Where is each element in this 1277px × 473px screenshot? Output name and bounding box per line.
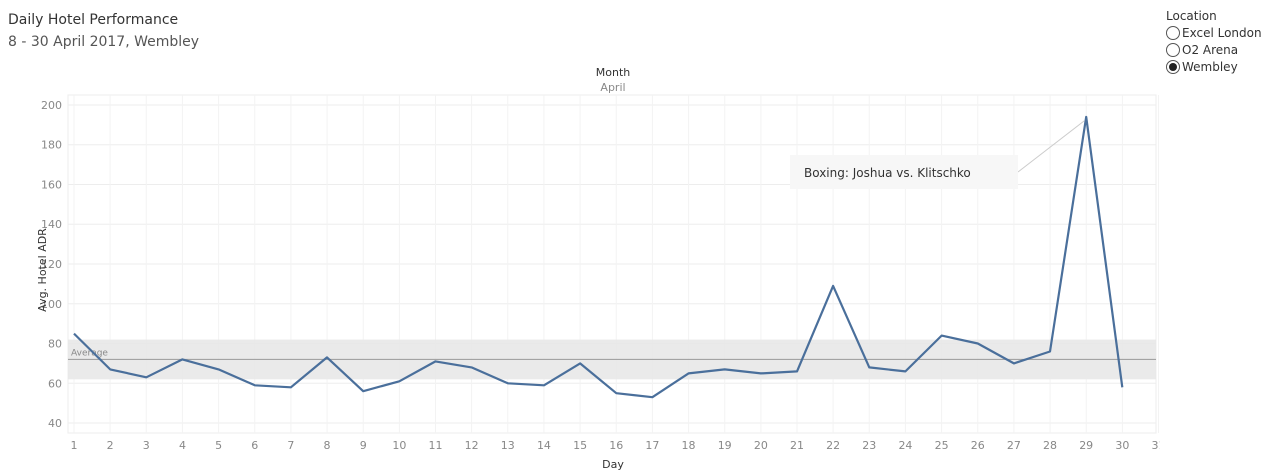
radio-unselected-icon[interactable] bbox=[1166, 25, 1180, 40]
y-tick-label: 60 bbox=[48, 377, 62, 390]
y-tick-label: 180 bbox=[41, 139, 62, 152]
location-option-label: Wembley bbox=[1182, 59, 1238, 74]
x-tick-label: 10 bbox=[392, 439, 406, 452]
gridlines bbox=[67, 94, 1159, 434]
y-axis-title: Avg. Hotel ADR bbox=[36, 228, 49, 312]
y-axis: 40 60 80 100 120 140 160 180 200 bbox=[41, 99, 62, 430]
x-tick-label: 9 bbox=[360, 439, 367, 452]
x-tick-label: 20 bbox=[754, 439, 768, 452]
location-option-wembley[interactable]: Wembley bbox=[1166, 58, 1262, 75]
x-tick-label: 8 bbox=[324, 439, 331, 452]
x-tick-label: 22 bbox=[826, 439, 840, 452]
column-header-title: Month bbox=[596, 66, 631, 79]
average-label: Average bbox=[71, 348, 108, 358]
x-axis: 1 2 3 4 5 6 7 8 9 10 11 12 13 14 15 16 17 18 19 20 21 22 23 24 2… bbox=[71, 439, 1161, 452]
annotation-box bbox=[790, 155, 1018, 189]
x-tick-label: 25 bbox=[935, 439, 949, 452]
chart-subtitle: 8 - 30 April 2017, Wembley bbox=[8, 34, 200, 50]
x-tick-label: 17 bbox=[645, 439, 659, 452]
location-filter-title: Location bbox=[1166, 9, 1217, 23]
x-tick-label: 7 bbox=[287, 439, 294, 452]
y-tick-label: 200 bbox=[41, 99, 62, 112]
line-chart: Month April Average 40608010012014016018… bbox=[36, 66, 1161, 471]
annotation: Boxing: Joshua vs. Klitschko bbox=[790, 120, 1085, 189]
series-line bbox=[73, 115, 1124, 399]
x-tick-label: 23 bbox=[862, 439, 876, 452]
x-tick-label: 30 bbox=[1115, 439, 1129, 452]
radio-unselected-icon[interactable] bbox=[1166, 42, 1180, 57]
y-tick-label: 160 bbox=[41, 178, 62, 191]
x-tick-label: 2 bbox=[107, 439, 114, 452]
series-line-path bbox=[73, 115, 1124, 399]
x-tick-label: 4 bbox=[179, 439, 186, 452]
x-tick-label: 13 bbox=[501, 439, 515, 452]
average-band: Average bbox=[68, 339, 1156, 380]
x-tick-label: 19 bbox=[718, 439, 732, 452]
y-tick-label: 140 bbox=[41, 218, 62, 231]
x-tick-label: 12 bbox=[465, 439, 479, 452]
y-tick-label: 100 bbox=[41, 298, 62, 311]
x-tick-label: 6 bbox=[251, 439, 258, 452]
x-tick-label: 27 bbox=[1007, 439, 1021, 452]
annotation-text: Boxing: Joshua vs. Klitschko bbox=[804, 166, 971, 180]
x-tick-label: 31 bbox=[1152, 439, 1161, 452]
x-tick-label: 11 bbox=[429, 439, 443, 452]
y-tick-label: 120 bbox=[41, 258, 62, 271]
location-option-label: O2 Arena bbox=[1182, 42, 1239, 57]
x-tick-label: 29 bbox=[1079, 439, 1093, 452]
radio-selected-icon[interactable] bbox=[1166, 59, 1180, 74]
location-option-label: Excel London bbox=[1182, 25, 1262, 40]
x-tick-label: 18 bbox=[682, 439, 696, 452]
annotation-leader-line bbox=[1017, 120, 1085, 173]
x-tick-label: 5 bbox=[215, 439, 222, 452]
column-header-value: April bbox=[600, 81, 625, 94]
x-tick-label: 1 bbox=[71, 439, 78, 452]
x-tick-label: 3 bbox=[143, 439, 150, 452]
x-tick-label: 15 bbox=[573, 439, 587, 452]
chart-title: Daily Hotel Performance bbox=[8, 12, 179, 28]
location-filter: Location Excel London O2 Arena Wembley bbox=[1166, 9, 1262, 75]
x-tick-label: 21 bbox=[790, 439, 804, 452]
location-option-excel-london[interactable]: Excel London bbox=[1166, 24, 1262, 41]
location-option-o2-arena[interactable]: O2 Arena bbox=[1166, 41, 1262, 58]
x-tick-label: 14 bbox=[537, 439, 551, 452]
x-tick-label: 24 bbox=[898, 439, 912, 452]
x-tick-label: 16 bbox=[609, 439, 623, 452]
y-tick-label: 40 bbox=[48, 417, 62, 430]
x-axis-title: Day bbox=[602, 458, 624, 471]
x-tick-label: 26 bbox=[971, 439, 985, 452]
y-tick-label: 80 bbox=[48, 338, 62, 351]
x-tick-label: 28 bbox=[1043, 439, 1057, 452]
